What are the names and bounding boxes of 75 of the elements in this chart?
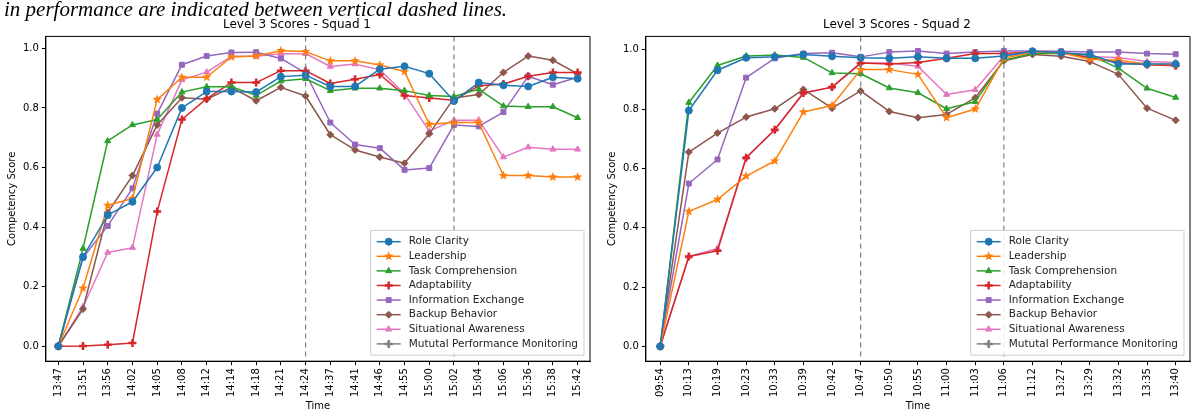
y-tick-label: 1.0 xyxy=(623,43,639,55)
x-tick-label: 15:38 xyxy=(546,368,558,398)
x-tick-label: 14:05 xyxy=(150,368,162,398)
x-tick-label: 13:40 xyxy=(1169,368,1181,398)
y-tick-label: 0.0 xyxy=(623,339,639,351)
legend-label: Leadership xyxy=(408,249,467,262)
x-tick-label: 13:51 xyxy=(76,368,88,398)
x-tick-label: 10:39 xyxy=(797,368,808,398)
x-tick-label: 15:42 xyxy=(571,368,583,398)
x-tick-label: 11:03 xyxy=(968,368,980,398)
legend-label: Leadership xyxy=(1008,249,1067,262)
legend-label: Information Exchange xyxy=(408,292,525,305)
x-tick-label: 14:41 xyxy=(348,368,360,398)
x-tick-label: 14:12 xyxy=(200,368,212,398)
x-tick-label: 13:56 xyxy=(101,368,113,398)
x-tick-label: 15:04 xyxy=(472,368,484,398)
y-tick-label: 0.2 xyxy=(23,280,39,292)
x-tick-label: 11:06 xyxy=(997,368,1009,398)
x-tick-label: 09:54 xyxy=(653,368,665,398)
x-tick-label: 14:37 xyxy=(323,368,335,398)
y-axis-title: Competency Score xyxy=(5,151,17,246)
y-tick-label: 0.4 xyxy=(23,220,39,232)
legend-label: Backup Behavior xyxy=(1008,307,1098,320)
x-tick-label: 10:47 xyxy=(854,368,866,398)
chart-title: Level 3 Scores - Squad 2 xyxy=(822,17,972,32)
x-tick-label: 14:14 xyxy=(224,368,236,398)
legend-label: Role Clarity xyxy=(1008,234,1069,247)
x-tick-label: 15:36 xyxy=(521,368,533,398)
y-tick-label: 0.8 xyxy=(23,101,39,113)
x-axis-title: Time xyxy=(904,399,931,411)
x-tick-label: 15:06 xyxy=(497,368,509,398)
y-tick-label: 0.6 xyxy=(623,161,639,173)
y-axis-title: Competency Score xyxy=(605,151,617,246)
x-tick-label: 10:42 xyxy=(825,368,837,398)
legend-label: Backup Behavior xyxy=(408,307,498,320)
x-tick-label: 10:50 xyxy=(882,368,894,398)
legend-label: Situational Awareness xyxy=(408,322,525,335)
legend-label: Adaptability xyxy=(1008,278,1072,291)
y-tick-label: 0.4 xyxy=(623,221,639,233)
x-tick-label: 10:33 xyxy=(768,368,780,398)
x-tick-label: 14:18 xyxy=(249,368,261,398)
y-tick-label: 0.2 xyxy=(623,280,639,292)
x-tick-label: 15:02 xyxy=(447,368,459,398)
x-tick-label: 10:23 xyxy=(739,368,751,398)
y-tick-label: 0.0 xyxy=(23,339,39,351)
legend-label: Task Comprehension xyxy=(1007,263,1118,276)
x-tick-label: 13:29 xyxy=(1083,368,1095,398)
x-tick-label: 15:00 xyxy=(422,368,434,398)
legend-label: Information Exchange xyxy=(1008,292,1125,305)
x-tick-label: 10:19 xyxy=(711,368,723,398)
x-tick-label: 10:55 xyxy=(911,368,923,398)
legend-label: Mututal Performance Monitoring xyxy=(1008,336,1179,349)
x-tick-label: 11:12 xyxy=(1026,368,1038,398)
x-tick-label: 10:13 xyxy=(682,368,694,398)
legend-label: Situational Awareness xyxy=(1008,322,1125,335)
legend-label: Task Comprehension xyxy=(407,263,518,276)
x-axis-title: Time xyxy=(304,399,331,411)
y-tick-label: 1.0 xyxy=(23,41,39,53)
chart-title: Level 3 Scores - Squad 1 xyxy=(222,17,372,32)
x-tick-label: 13:27 xyxy=(1054,368,1066,398)
x-tick-label: 13:47 xyxy=(51,368,63,398)
x-tick-label: 14:02 xyxy=(126,368,138,398)
x-tick-label: 14:21 xyxy=(274,368,286,398)
y-tick-label: 0.6 xyxy=(23,161,39,173)
x-tick-label: 11:00 xyxy=(940,368,952,398)
legend-label: Role Clarity xyxy=(408,234,469,247)
x-tick-label: 14:08 xyxy=(175,368,187,398)
x-tick-label: 14:55 xyxy=(398,368,410,398)
x-tick-label: 13:35 xyxy=(1140,368,1152,398)
x-tick-label: 14:24 xyxy=(299,368,311,398)
legend-label: Adaptability xyxy=(408,278,472,291)
legend-label: Mututal Performance Monitoring xyxy=(408,336,579,349)
x-tick-label: 13:32 xyxy=(1112,368,1123,398)
x-tick-label: 14:46 xyxy=(373,368,385,398)
y-tick-label: 0.8 xyxy=(623,102,639,114)
